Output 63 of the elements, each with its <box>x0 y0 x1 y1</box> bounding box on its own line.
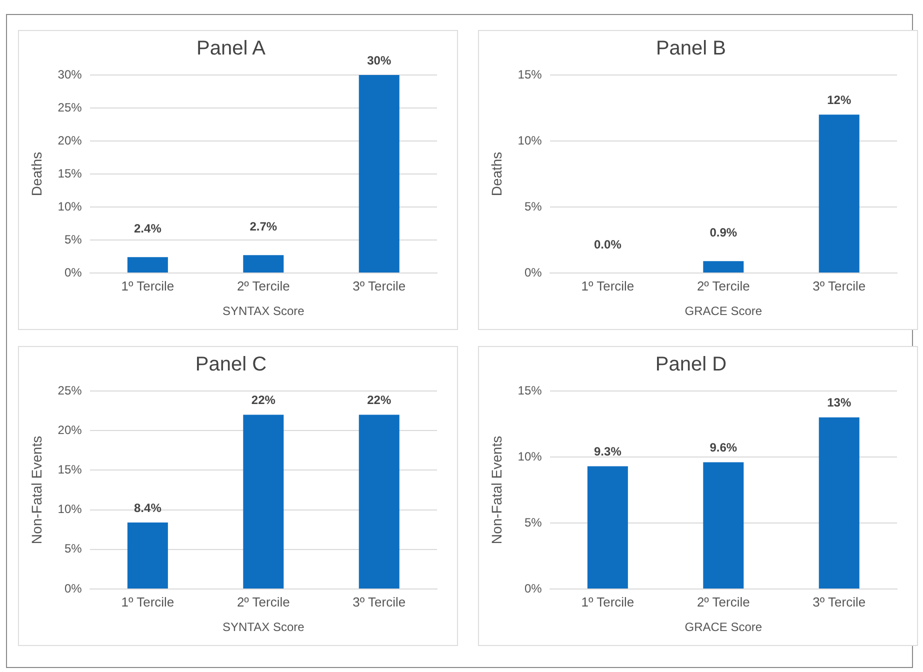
data-label: 12% <box>827 92 852 107</box>
data-label: 30% <box>367 53 392 68</box>
data-label: 9.6% <box>710 440 738 455</box>
y-axis-title: Deaths <box>488 152 504 196</box>
y-axis-title: Non-Fatal Events <box>28 436 44 544</box>
bar <box>818 417 860 588</box>
data-label: 0.0% <box>594 237 622 252</box>
x-tick-label: 1º Tercile <box>581 278 634 294</box>
bar <box>243 255 284 272</box>
chart-title: Panel A <box>196 38 266 60</box>
x-tick-label: 1º Tercile <box>581 594 634 610</box>
y-tick-label: 0% <box>524 581 542 596</box>
x-tick-label: 3º Tercile <box>352 278 406 294</box>
x-tick-label: 2º Tercile <box>696 594 750 610</box>
bar <box>358 75 400 272</box>
y-tick-label: 25% <box>58 383 82 398</box>
y-tick-label: 30% <box>58 67 82 82</box>
y-tick-label: 15% <box>58 462 82 477</box>
y-tick-label: 0% <box>64 581 82 596</box>
y-tick-label: 20% <box>58 133 82 148</box>
chart-title: Panel D <box>655 354 727 376</box>
y-axis-title: Non-Fatal Events <box>488 436 504 544</box>
y-tick-label: 10% <box>58 502 82 516</box>
data-label: 0.9% <box>710 225 738 240</box>
data-label: 2.4% <box>134 221 162 236</box>
y-tick-label: 5% <box>524 199 542 214</box>
x-axis-title: GRACE Score <box>684 620 762 634</box>
y-tick-label: 20% <box>58 422 82 437</box>
x-tick-label: 3º Tercile <box>812 278 866 294</box>
x-tick-label: 2º Tercile <box>236 278 290 294</box>
y-tick-label: 15% <box>518 383 542 398</box>
data-label: 22% <box>251 393 276 408</box>
x-tick-label: 2º Tercile <box>236 594 290 610</box>
x-tick-label: 1º Tercile <box>121 594 174 610</box>
y-tick-label: 15% <box>58 166 82 180</box>
y-tick-label: 0% <box>524 265 542 280</box>
bar <box>127 257 168 272</box>
x-axis-title: GRACE Score <box>684 304 762 318</box>
x-tick-label: 1º Tercile <box>121 278 174 294</box>
y-tick-label: 0% <box>64 265 82 280</box>
y-tick-label: 10% <box>518 449 542 464</box>
y-tick-label: 10% <box>58 199 82 214</box>
bar <box>703 462 744 588</box>
data-label: 22% <box>367 393 392 408</box>
x-tick-label: 3º Tercile <box>352 594 406 610</box>
y-tick-label: 25% <box>58 100 82 114</box>
y-tick-label: 15% <box>518 67 542 82</box>
data-label: 13% <box>827 396 852 410</box>
data-label: 8.4% <box>134 500 162 515</box>
y-tick-label: 5% <box>64 542 82 556</box>
y-axis-title: Deaths <box>28 152 44 196</box>
bar <box>587 466 628 588</box>
x-axis-title: SYNTAX Score <box>222 620 305 634</box>
chart-title: Panel C <box>195 354 267 376</box>
data-label: 2.7% <box>250 219 278 234</box>
y-tick-label: 10% <box>518 133 542 148</box>
y-tick-label: 5% <box>524 515 542 530</box>
x-tick-label: 2º Tercile <box>696 278 750 294</box>
data-label: 9.3% <box>594 444 622 459</box>
x-tick-label: 3º Tercile <box>812 594 866 610</box>
y-tick-label: 5% <box>64 232 82 246</box>
chart-title: Panel B <box>656 38 726 60</box>
x-axis-title: SYNTAX Score <box>222 304 305 318</box>
